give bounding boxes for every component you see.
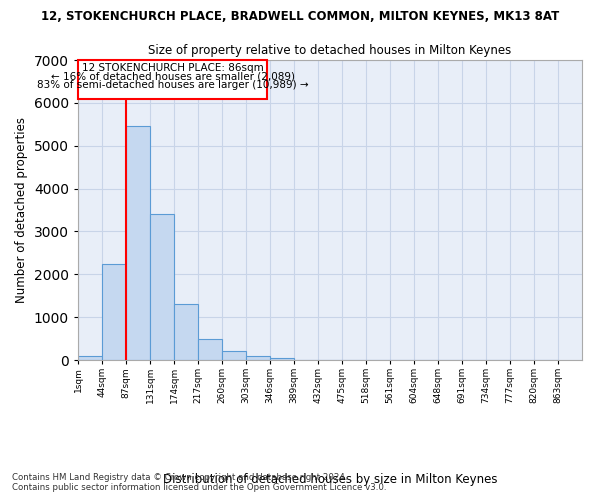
Bar bbox=[198, 340, 222, 360]
Text: 83% of semi-detached houses are larger (10,989) →: 83% of semi-detached houses are larger (… bbox=[37, 80, 308, 90]
Bar bbox=[175, 304, 198, 360]
Text: 12 STOKENCHURCH PLACE: 86sqm: 12 STOKENCHURCH PLACE: 86sqm bbox=[82, 63, 263, 73]
Text: Contains HM Land Registry data © Crown copyright and database right 2024.
Contai: Contains HM Land Registry data © Crown c… bbox=[12, 473, 386, 492]
Text: ← 16% of detached houses are smaller (2,089): ← 16% of detached houses are smaller (2,… bbox=[50, 72, 295, 82]
Bar bbox=[78, 356, 102, 360]
Bar bbox=[222, 352, 246, 360]
Title: Size of property relative to detached houses in Milton Keynes: Size of property relative to detached ho… bbox=[148, 44, 512, 58]
X-axis label: Distribution of detached houses by size in Milton Keynes: Distribution of detached houses by size … bbox=[163, 473, 497, 486]
FancyBboxPatch shape bbox=[78, 60, 268, 98]
Bar bbox=[102, 264, 126, 360]
Bar bbox=[151, 214, 175, 360]
Text: 12, STOKENCHURCH PLACE, BRADWELL COMMON, MILTON KEYNES, MK13 8AT: 12, STOKENCHURCH PLACE, BRADWELL COMMON,… bbox=[41, 10, 559, 23]
Bar bbox=[270, 358, 294, 360]
Bar bbox=[126, 126, 151, 360]
Bar bbox=[246, 356, 270, 360]
Y-axis label: Number of detached properties: Number of detached properties bbox=[15, 117, 28, 303]
